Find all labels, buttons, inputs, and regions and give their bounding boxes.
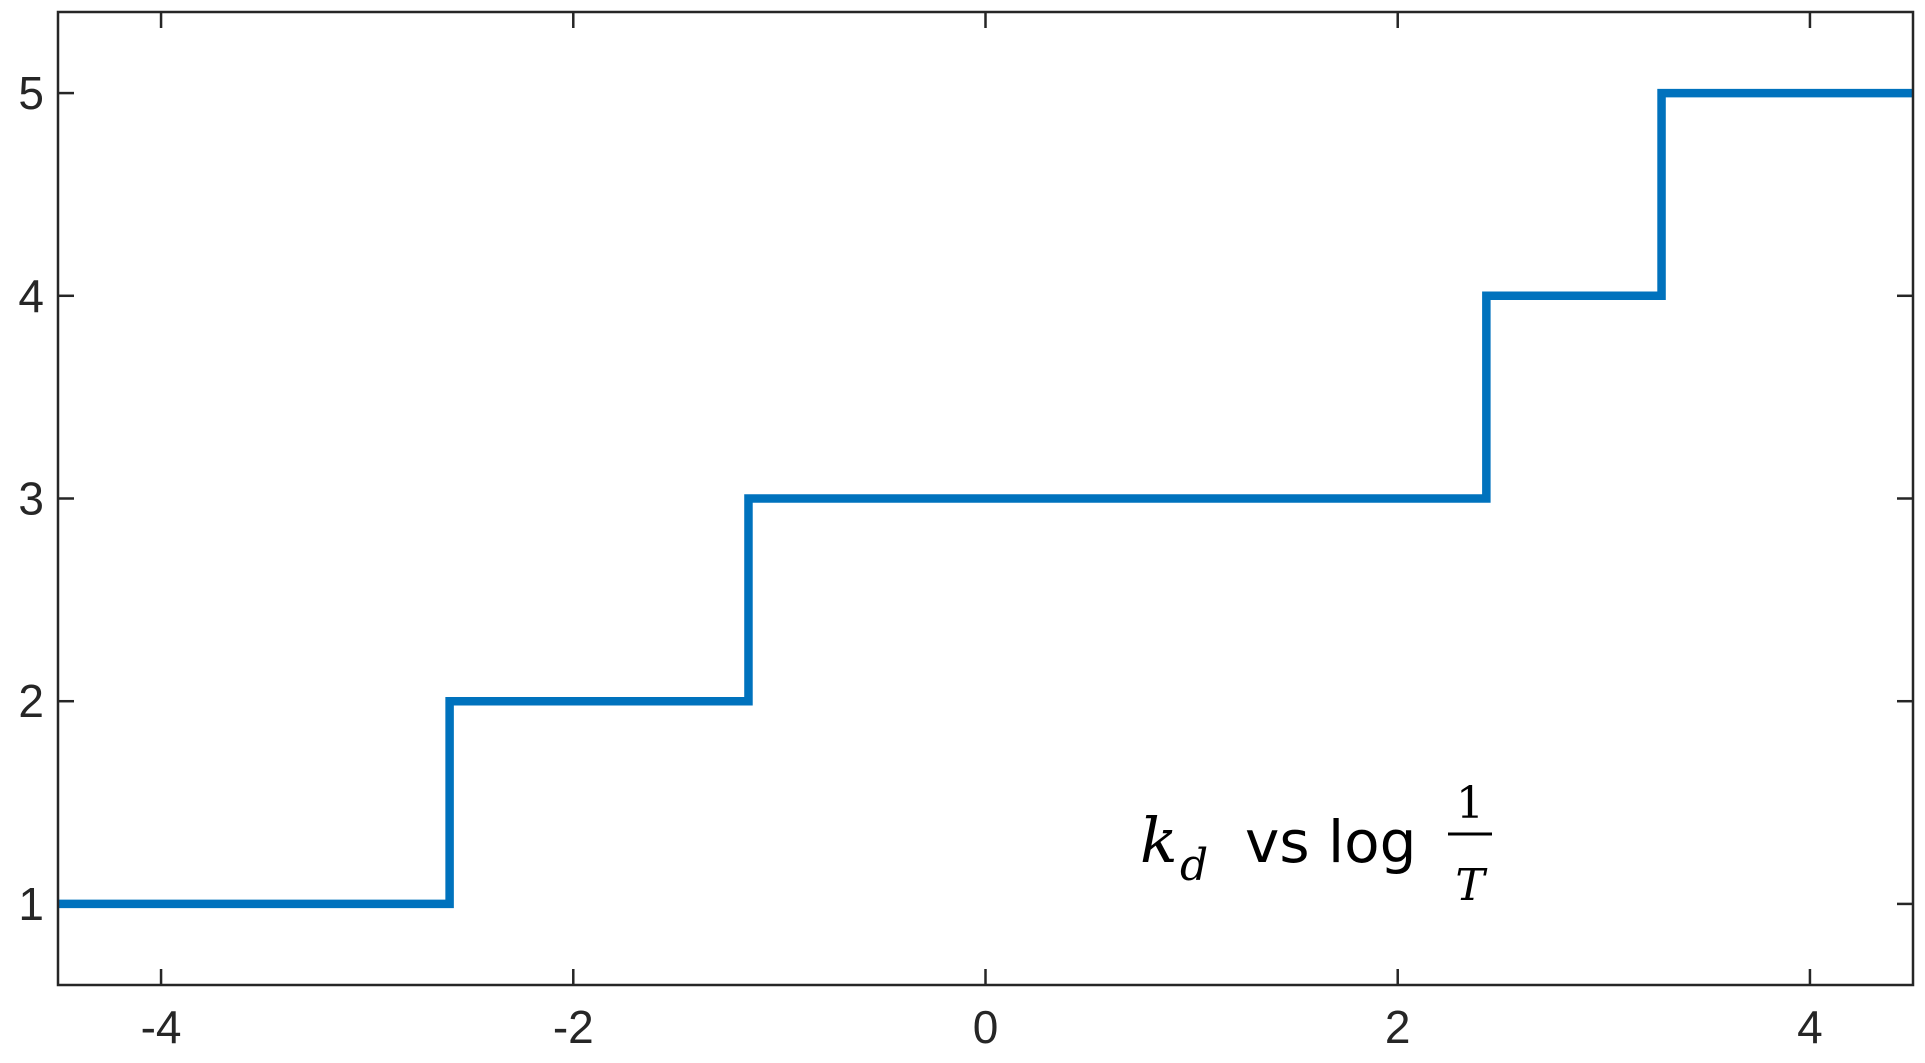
- y-tick-label: 1: [18, 878, 44, 930]
- axes-box: [56, 10, 1915, 987]
- annotation-text: vs log: [1245, 808, 1416, 876]
- y-tick-label: 2: [18, 675, 44, 727]
- x-tick-label: 4: [1797, 1001, 1823, 1053]
- x-tick-label: 0: [973, 1001, 999, 1053]
- y-tick-label: 3: [18, 473, 44, 525]
- y-tick-label: 5: [18, 67, 44, 119]
- annotation-denominator: T: [1455, 860, 1488, 911]
- y-tick-label: 4: [18, 270, 44, 322]
- annotation-variable: k: [1140, 804, 1178, 877]
- annotation: k d vs log 1 T: [1140, 778, 1492, 911]
- annotation-numerator: 1: [1456, 778, 1484, 829]
- x-tick-label: -2: [553, 1001, 594, 1053]
- x-tick-label: 2: [1385, 1001, 1411, 1053]
- annotation-subscript: d: [1180, 840, 1208, 891]
- x-tick-label: -4: [141, 1001, 182, 1053]
- line-series: [58, 88, 1913, 909]
